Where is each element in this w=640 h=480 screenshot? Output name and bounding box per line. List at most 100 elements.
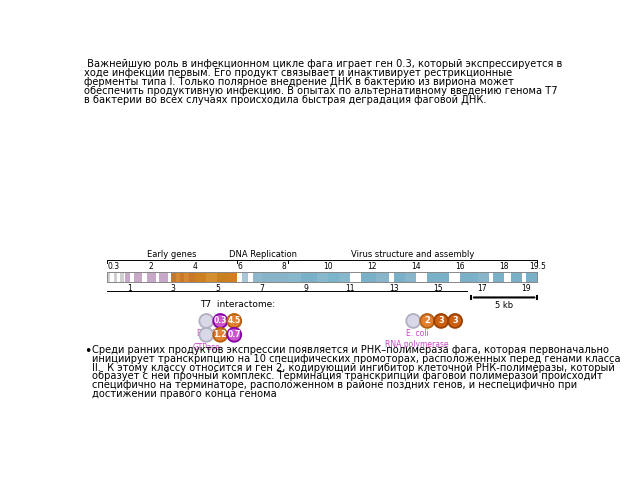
Text: 11: 11 xyxy=(345,284,355,293)
Text: 4: 4 xyxy=(193,262,198,271)
Circle shape xyxy=(420,314,434,328)
Text: Early genes: Early genes xyxy=(147,250,197,259)
Text: 5 kb: 5 kb xyxy=(495,300,513,310)
Bar xyxy=(168,272,171,282)
Bar xyxy=(493,272,504,282)
Bar xyxy=(328,272,339,282)
Text: 9: 9 xyxy=(303,284,308,293)
Bar xyxy=(339,272,349,282)
Bar xyxy=(405,272,416,282)
Text: 14: 14 xyxy=(411,262,420,271)
Bar xyxy=(111,272,114,282)
Bar xyxy=(288,272,301,282)
Circle shape xyxy=(227,314,241,328)
Bar xyxy=(511,272,522,282)
Text: E. coli
RNA polymerase: E. coli RNA polymerase xyxy=(385,329,449,349)
Text: 3: 3 xyxy=(438,316,444,325)
Bar xyxy=(159,272,168,282)
Bar xyxy=(134,272,143,282)
Text: DNA Replication: DNA Replication xyxy=(228,250,296,259)
Text: 5: 5 xyxy=(215,284,220,293)
Text: 19.5: 19.5 xyxy=(529,262,546,271)
Circle shape xyxy=(213,328,227,342)
Bar xyxy=(218,272,228,282)
Bar xyxy=(460,272,477,282)
Text: 10: 10 xyxy=(323,262,333,271)
Text: 1: 1 xyxy=(127,284,132,293)
Bar xyxy=(273,272,288,282)
Bar xyxy=(489,272,493,282)
Bar xyxy=(107,272,111,282)
Bar xyxy=(361,272,376,282)
Text: 17: 17 xyxy=(477,284,487,293)
Bar xyxy=(107,272,537,282)
Circle shape xyxy=(199,314,213,328)
Text: T7  interactome:: T7 interactome: xyxy=(200,300,275,310)
Text: инициирует транскрипцию на 10 специфических промоторах, расположенных перед гена: инициирует транскрипцию на 10 специфичес… xyxy=(92,354,621,364)
Bar xyxy=(171,272,175,282)
Bar xyxy=(117,272,120,282)
Text: 16: 16 xyxy=(455,262,465,271)
Text: 12: 12 xyxy=(367,262,376,271)
Text: 3: 3 xyxy=(452,316,458,325)
Text: достижении правого конца генома: достижении правого конца генома xyxy=(92,389,277,399)
Bar xyxy=(131,272,134,282)
Text: Важнейшую роль в инфекционном цикле фага играет ген 0.3, который экспрессируется: Важнейшую роль в инфекционном цикле фага… xyxy=(84,59,562,69)
Text: 15: 15 xyxy=(433,284,443,293)
Bar xyxy=(262,272,273,282)
Bar xyxy=(175,272,180,282)
Text: 3: 3 xyxy=(171,284,176,293)
Bar xyxy=(376,272,390,282)
Bar xyxy=(184,272,189,282)
Bar xyxy=(189,272,195,282)
Bar xyxy=(180,272,184,282)
Bar xyxy=(449,272,460,282)
Circle shape xyxy=(406,314,420,328)
Text: Virus structure and assembly: Virus structure and assembly xyxy=(351,250,474,259)
Bar xyxy=(349,272,361,282)
Bar xyxy=(206,272,218,282)
Text: Среди ранних продуктов экспрессии появляется и РНК–полимераза фага, которая перв: Среди ранних продуктов экспрессии появля… xyxy=(92,345,609,355)
Bar xyxy=(114,272,117,282)
Text: 2: 2 xyxy=(424,316,430,325)
Text: 13: 13 xyxy=(389,284,399,293)
Bar xyxy=(120,272,124,282)
Text: 0.7: 0.7 xyxy=(227,330,241,339)
Bar xyxy=(143,272,147,282)
Text: ферменты типа I. Только полярное внедрение ДНК в бактерию из вириона может: ферменты типа I. Только полярное внедрен… xyxy=(84,77,514,87)
Text: специфично на терминаторе, расположенном в районе поздних генов, и неспецифично : специфично на терминаторе, расположенном… xyxy=(92,380,577,390)
Text: •: • xyxy=(84,345,92,358)
Circle shape xyxy=(227,328,241,342)
Bar xyxy=(248,272,253,282)
Circle shape xyxy=(448,314,462,328)
Bar xyxy=(156,272,159,282)
Bar xyxy=(317,272,328,282)
Text: 0.3: 0.3 xyxy=(214,316,227,325)
Text: в бактерии во всех случаях происходила быстрая деградация фаговой ДНК.: в бактерии во всех случаях происходила б… xyxy=(84,95,486,105)
Bar xyxy=(301,272,317,282)
Text: II.  К этому классу относится и ген 2, кодирующий ингибитор клеточной РНК-полиме: II. К этому классу относится и ген 2, ко… xyxy=(92,362,615,372)
Text: 18: 18 xyxy=(499,262,509,271)
Bar xyxy=(416,272,427,282)
Text: 6: 6 xyxy=(237,262,242,271)
Bar xyxy=(394,272,405,282)
Text: GTPase: GTPase xyxy=(193,343,220,352)
Bar xyxy=(477,272,489,282)
Bar xyxy=(253,272,262,282)
Circle shape xyxy=(434,314,448,328)
Bar xyxy=(107,272,537,282)
Circle shape xyxy=(213,314,227,328)
Bar xyxy=(522,272,526,282)
Bar xyxy=(526,272,537,282)
Text: образует с ней прочный комплекс. Терминация транскрипции фаговой полимеразой про: образует с ней прочный комплекс. Термина… xyxy=(92,372,603,382)
Text: 8: 8 xyxy=(281,262,286,271)
Text: 4.5: 4.5 xyxy=(228,316,241,325)
Bar xyxy=(242,272,248,282)
Text: 19: 19 xyxy=(522,284,531,293)
Bar xyxy=(427,272,449,282)
Text: EcoKI: EcoKI xyxy=(196,329,217,338)
Bar xyxy=(237,272,242,282)
Bar xyxy=(390,272,394,282)
Text: 0.3: 0.3 xyxy=(108,262,120,271)
Text: 1.2: 1.2 xyxy=(214,330,227,339)
